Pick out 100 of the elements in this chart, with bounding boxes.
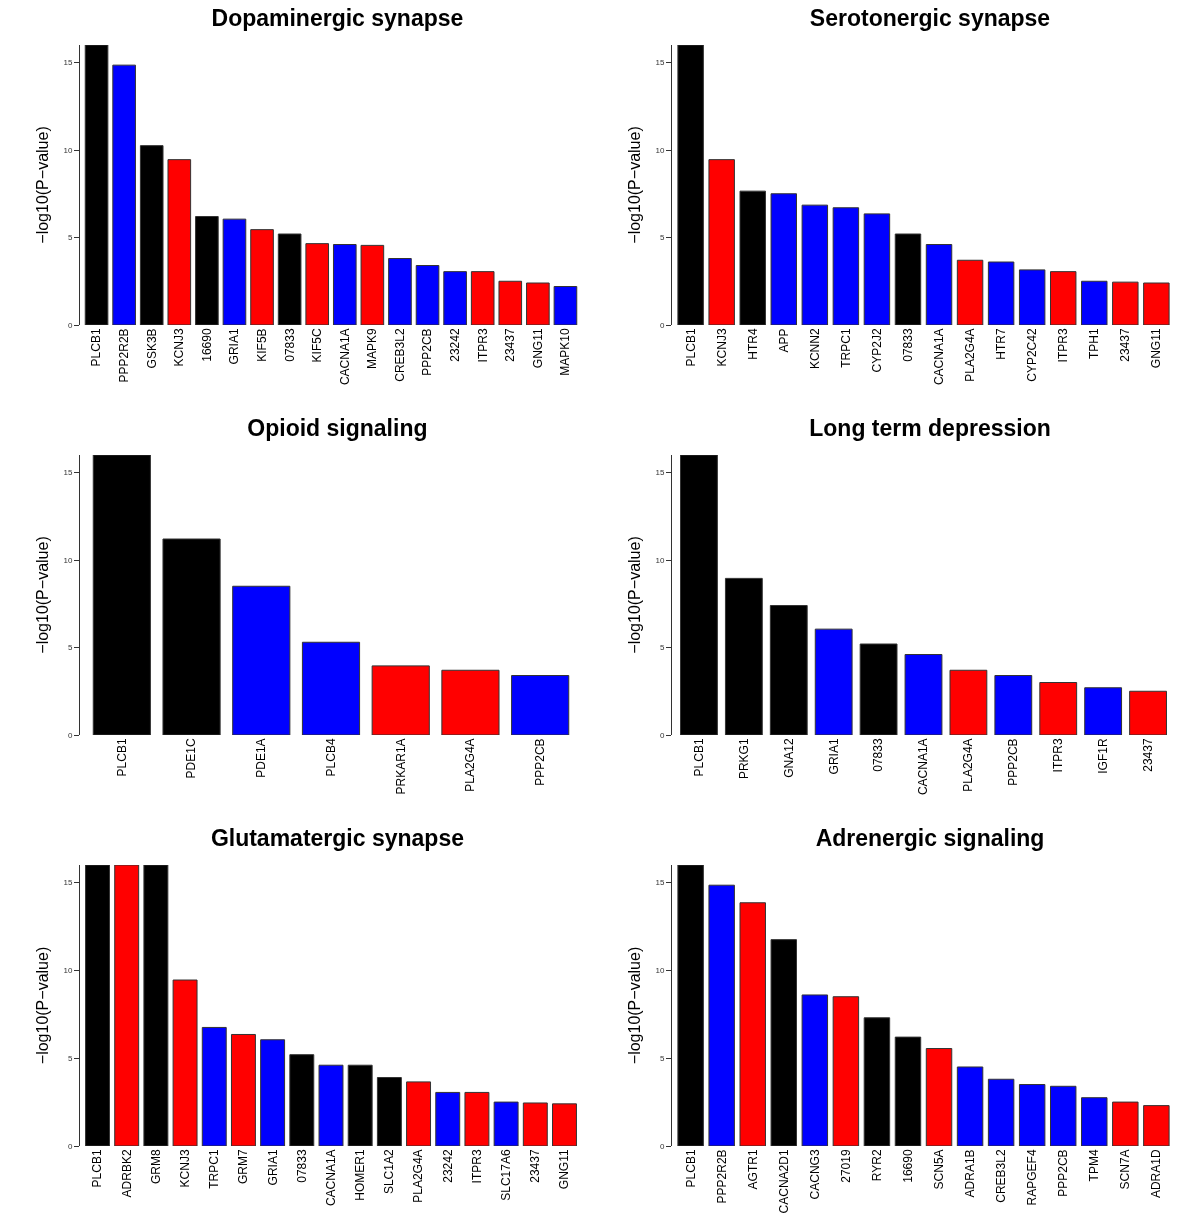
x-tick-label: HTR4 — [745, 328, 760, 360]
bar — [987, 261, 1015, 325]
bar — [464, 1091, 490, 1146]
x-tick-label: HOMER1 — [353, 1149, 368, 1201]
x-tick-label: 07833 — [871, 738, 886, 772]
bar — [511, 675, 570, 735]
bar — [289, 1054, 315, 1146]
bar — [376, 1077, 402, 1146]
bar — [739, 190, 766, 325]
bar — [956, 259, 984, 325]
y-tick-label: 5 — [659, 233, 665, 243]
bar — [1084, 687, 1123, 735]
bar — [526, 282, 550, 325]
x-tick-label: 16690 — [900, 1149, 915, 1183]
x-tick-label: GSK3B — [144, 328, 159, 369]
x-tick-label: PPP2R2B — [714, 1149, 729, 1204]
x-tick-label: PLCB1 — [683, 328, 698, 367]
bar — [677, 45, 704, 325]
x-tick-label: PRKG1 — [736, 738, 751, 780]
x-tick-label: GRIA1 — [265, 1149, 280, 1186]
bar — [863, 213, 891, 325]
chart-title: Dopaminergic synapse — [211, 5, 464, 32]
bar — [708, 884, 735, 1146]
bar — [1112, 1101, 1139, 1146]
y-tick-label: 0 — [659, 730, 665, 740]
x-tick-label: AGTR1 — [745, 1149, 760, 1190]
x-tick-label: KCNJ3 — [714, 328, 729, 367]
x-tick-label: TPH1 — [1087, 328, 1102, 360]
x-tick-label: CACNA1A — [337, 328, 352, 386]
y-tick-label: 0 — [67, 730, 73, 740]
x-tick-label: GNA12 — [781, 738, 796, 778]
y-tick-label: 10 — [63, 555, 73, 565]
x-tick-label: ITPR3 — [469, 1149, 484, 1184]
x-tick-label: TRPC1 — [838, 328, 853, 368]
x-tick-label: PLCB1 — [89, 328, 104, 367]
x-tick-label: PPP2R2B — [117, 328, 132, 383]
bar — [388, 258, 412, 325]
x-tick-label: 23437 — [528, 1149, 543, 1183]
x-tick-label: SCN5A — [931, 1149, 946, 1190]
bar — [863, 1017, 891, 1146]
bar — [1143, 282, 1170, 325]
bar — [332, 244, 357, 325]
y-tick-label: 10 — [655, 966, 665, 976]
bar — [1143, 1105, 1170, 1146]
bar — [522, 1102, 548, 1146]
y-tick-label: 15 — [655, 58, 665, 68]
x-tick-label: ADRA1B — [962, 1149, 977, 1198]
y-tick-label: 5 — [67, 233, 73, 243]
bar — [1112, 281, 1139, 325]
x-tick-label: CREB3L2 — [392, 328, 407, 382]
x-tick-label: PPP2CB — [420, 328, 435, 376]
bar — [415, 265, 440, 325]
x-tick-label: GNG11 — [557, 1149, 572, 1190]
x-tick-label: HTR7 — [994, 328, 1009, 360]
x-tick-label: 07833 — [900, 328, 915, 362]
bar — [201, 1026, 227, 1146]
y-tick-label: 15 — [63, 58, 73, 68]
x-tick-label: PLA2G4A — [962, 328, 977, 382]
x-tick-label: CYP2C42 — [1025, 328, 1040, 382]
y-tick-label: 10 — [63, 145, 73, 155]
y-tick-label: 10 — [655, 555, 665, 565]
x-tick-label: MAPK10 — [558, 328, 573, 376]
bar — [305, 243, 330, 325]
y-tick-label: 5 — [67, 643, 73, 653]
chart-title: Adrenergic signaling — [815, 825, 1045, 852]
bar — [435, 1091, 461, 1146]
bar — [406, 1081, 432, 1146]
x-tick-label: ADRBK2 — [119, 1149, 134, 1198]
bar — [832, 996, 860, 1146]
bar — [553, 286, 578, 325]
bar — [347, 1064, 373, 1146]
x-tick-label: ITPR3 — [475, 328, 490, 363]
bar — [680, 455, 718, 735]
bar — [493, 1101, 519, 1146]
bar — [904, 654, 943, 735]
bar — [441, 669, 500, 735]
bar — [277, 233, 302, 325]
x-tick-label: PDE1A — [254, 738, 269, 778]
bar — [1049, 271, 1077, 325]
bar — [814, 628, 853, 735]
bar — [859, 643, 898, 735]
y-tick-label: 5 — [659, 1053, 665, 1063]
x-tick-label: GRM8 — [148, 1149, 163, 1185]
bar — [250, 229, 274, 325]
x-tick-label: PPP2CB — [533, 738, 548, 786]
x-tick-label: ITPR3 — [1051, 738, 1066, 773]
bar — [470, 271, 495, 325]
x-tick-label: CYP2J2 — [869, 328, 884, 373]
x-tick-label: 23437 — [1140, 738, 1155, 772]
bar — [801, 994, 829, 1146]
x-tick-label: TPM4 — [1087, 1149, 1102, 1182]
bar — [1018, 269, 1046, 325]
y-tick-label: 10 — [63, 966, 73, 976]
bar — [498, 280, 523, 325]
bar — [894, 1036, 922, 1146]
bar — [894, 233, 922, 325]
x-tick-label: RYR2 — [869, 1149, 884, 1182]
x-tick-label: PDE1C — [184, 738, 199, 779]
chart-title: Opioid signaling — [247, 415, 428, 442]
x-tick-label: PLCB4 — [323, 738, 338, 777]
